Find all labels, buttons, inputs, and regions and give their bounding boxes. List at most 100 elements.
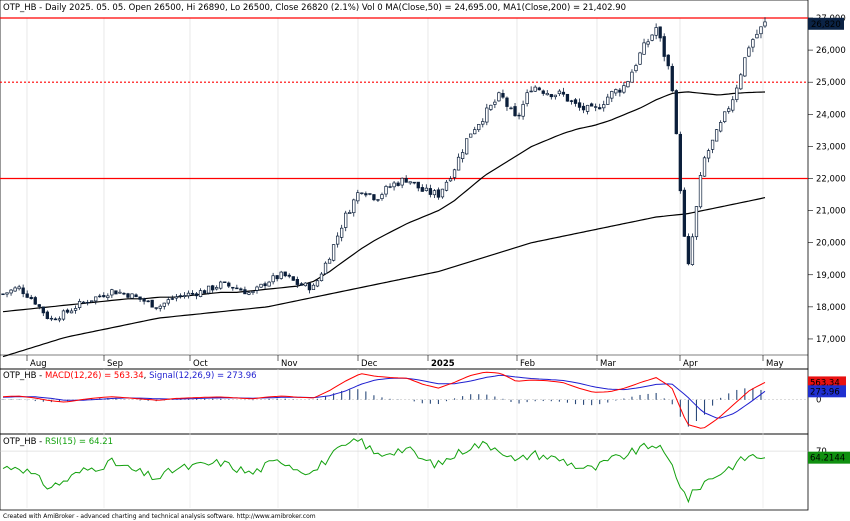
x-tick-label: Aug xyxy=(30,359,47,369)
candle-body xyxy=(714,129,719,142)
candle-body xyxy=(162,302,166,307)
candle-body xyxy=(380,194,384,199)
candle-body xyxy=(723,111,727,123)
candle-body xyxy=(331,244,336,261)
candle-body xyxy=(690,236,695,265)
candle-body xyxy=(174,296,179,299)
y-tick-label: 18,000 xyxy=(816,303,846,313)
candle-body xyxy=(436,189,441,198)
candle-body xyxy=(662,36,666,57)
candle-body xyxy=(118,291,122,294)
candle-body xyxy=(5,292,9,295)
candle-body xyxy=(251,291,255,293)
candle-body xyxy=(489,104,493,110)
macd-title-ticker: OTP_HB - xyxy=(3,371,45,381)
candle-body xyxy=(9,289,13,294)
candle-body xyxy=(243,289,247,295)
candle-body xyxy=(17,286,21,290)
candle-body xyxy=(654,27,658,36)
macd-value-label: 563.34 xyxy=(810,378,840,388)
candle-body xyxy=(41,306,45,314)
macd-y-tick-label: 0 xyxy=(816,396,821,406)
x-tick-label: Mar xyxy=(600,359,617,369)
x-tick-label: 2025 xyxy=(431,359,455,369)
signal-value-box xyxy=(808,385,846,398)
candle-body xyxy=(392,182,396,188)
candle-body xyxy=(727,108,731,112)
candle-body xyxy=(473,129,477,135)
candle-body xyxy=(481,121,485,125)
candle-body xyxy=(25,293,29,298)
candle-body xyxy=(239,288,243,291)
candle-body xyxy=(618,89,622,93)
candle-body xyxy=(102,295,106,298)
candle-body xyxy=(206,285,211,294)
candle-body xyxy=(37,304,41,307)
candle-body xyxy=(311,284,316,290)
candle-body xyxy=(702,157,707,177)
candle-body xyxy=(77,301,82,308)
candle-body xyxy=(505,97,509,107)
candle-body xyxy=(368,193,372,195)
candle-body xyxy=(376,199,380,201)
candle-body xyxy=(460,152,465,160)
candle-body xyxy=(573,99,578,104)
candle-body xyxy=(138,296,142,300)
y-tick-label: 19,000 xyxy=(816,271,846,281)
candle-body xyxy=(86,301,90,304)
candle-body xyxy=(146,300,150,303)
candle-body xyxy=(215,287,219,290)
candle-body xyxy=(424,187,428,191)
candle-body xyxy=(545,92,549,96)
y-tick-label: 17,000 xyxy=(816,335,846,345)
chart-header: OTP_HB - Daily 2025. 05. 05. Open 26500,… xyxy=(3,3,626,13)
price-pane-frame xyxy=(0,0,809,370)
x-tick-label: Oct xyxy=(193,359,208,369)
candle-body xyxy=(211,285,215,291)
candle-body xyxy=(614,89,618,94)
y-tick-label: 20,000 xyxy=(816,239,846,249)
candle-body xyxy=(267,281,271,287)
candle-body xyxy=(154,307,158,309)
candle-body xyxy=(198,290,203,297)
candle-body xyxy=(735,87,739,100)
y-tick-label: 21,000 xyxy=(816,207,846,217)
last-price-label-box xyxy=(808,17,844,30)
candle-body xyxy=(130,293,134,299)
candle-body xyxy=(186,292,191,297)
candle-body xyxy=(521,104,525,117)
candle-body xyxy=(598,107,602,110)
x-tick-label: May xyxy=(766,359,784,369)
candle-body xyxy=(646,41,650,45)
candle-body xyxy=(626,81,630,88)
candle-body xyxy=(134,294,138,298)
candle-body xyxy=(509,107,513,110)
candle-body xyxy=(279,271,283,279)
candle-body xyxy=(307,283,312,291)
candle-body xyxy=(751,39,755,48)
macd-title: OTP_HB - MACD(12,26) = 563.34, Signal(12… xyxy=(3,371,257,381)
candle-body xyxy=(1,293,5,296)
candle-body xyxy=(29,296,33,299)
candle-body xyxy=(194,293,199,297)
candle-body xyxy=(634,65,638,72)
macd-line xyxy=(2,371,766,429)
x-tick-label: Nov xyxy=(281,359,298,369)
candle-body xyxy=(525,92,529,105)
candle-body xyxy=(698,175,703,208)
y-tick-label: 22,000 xyxy=(816,174,846,184)
candle-body xyxy=(142,298,146,302)
candle-body xyxy=(110,289,114,296)
candle-body xyxy=(231,286,235,289)
candle-body xyxy=(513,106,517,117)
candle-body xyxy=(352,199,356,214)
candle-body xyxy=(404,178,408,183)
candle-body xyxy=(610,91,614,99)
candle-body xyxy=(517,114,521,117)
candle-body xyxy=(549,94,553,98)
candle-body xyxy=(13,287,17,292)
candle-body xyxy=(122,292,126,295)
candle-body xyxy=(263,283,267,287)
